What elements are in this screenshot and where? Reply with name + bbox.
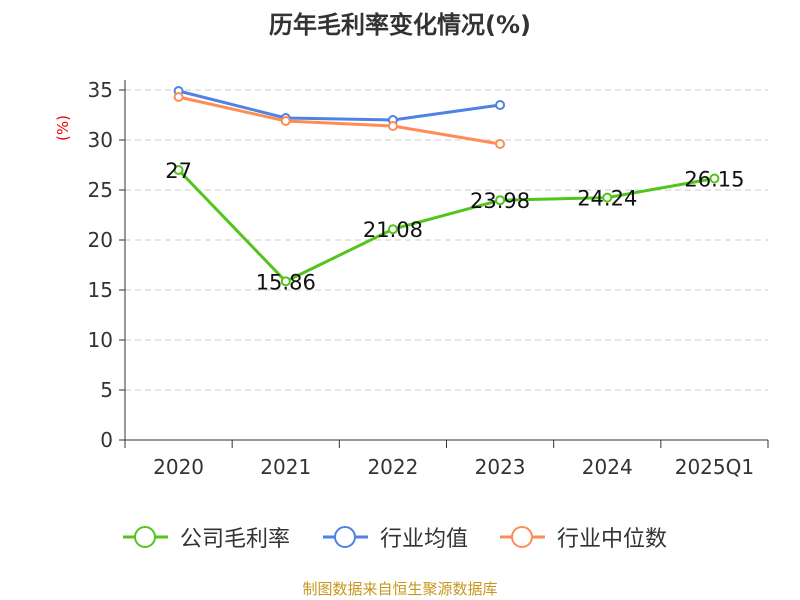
data-label: 21.08 [363, 218, 423, 242]
x-tick-label: 2024 [582, 455, 633, 479]
data-label: 27 [165, 159, 192, 183]
data-point [495, 100, 506, 110]
data-point [280, 116, 291, 126]
data-point [709, 173, 720, 184]
data-label: 26.15 [684, 168, 744, 192]
data-point [602, 192, 613, 203]
y-tick-label: 15 [88, 278, 113, 302]
y-tick-label: 5 [100, 378, 113, 402]
y-tick-label: 20 [88, 228, 113, 252]
footer-source: 制图数据来自恒生聚源数据库 [302, 580, 497, 598]
series-line-0 [177, 168, 715, 284]
legend-marker [334, 526, 356, 548]
x-tick-label: 2020 [153, 455, 204, 479]
y-tick-label: 25 [88, 178, 113, 202]
data-point [173, 92, 184, 102]
series-line-2 [178, 95, 501, 146]
data-point [387, 224, 398, 235]
y-axis-label: (%) [54, 115, 72, 141]
chart-title: 历年毛利率变化情况(%) [269, 11, 531, 39]
data-label: 15.86 [256, 270, 316, 294]
legend-label: 行业均值 [380, 527, 468, 552]
y-tick-label: 10 [88, 328, 113, 352]
x-tick-label: 2021 [260, 455, 311, 479]
x-tick-label: 2023 [475, 455, 526, 479]
data-point [495, 139, 506, 149]
legend-label: 公司毛利率 [180, 527, 290, 552]
legend-label: 行业中位数 [557, 527, 667, 552]
y-tick-label: 35 [88, 78, 113, 102]
data-point [495, 195, 506, 206]
legend-marker [134, 526, 156, 548]
y-tick-label: 0 [100, 428, 113, 452]
legend-marker [511, 526, 533, 548]
y-tick-label: 30 [88, 128, 113, 152]
data-point [280, 276, 291, 287]
x-tick-label: 2022 [367, 455, 418, 479]
x-tick-label: 2025Q1 [675, 455, 754, 479]
data-point [387, 121, 398, 131]
series-line-1 [178, 89, 501, 122]
data-label: 24.24 [577, 187, 637, 211]
data-label: 23.98 [470, 189, 530, 213]
data-point [173, 165, 184, 175]
